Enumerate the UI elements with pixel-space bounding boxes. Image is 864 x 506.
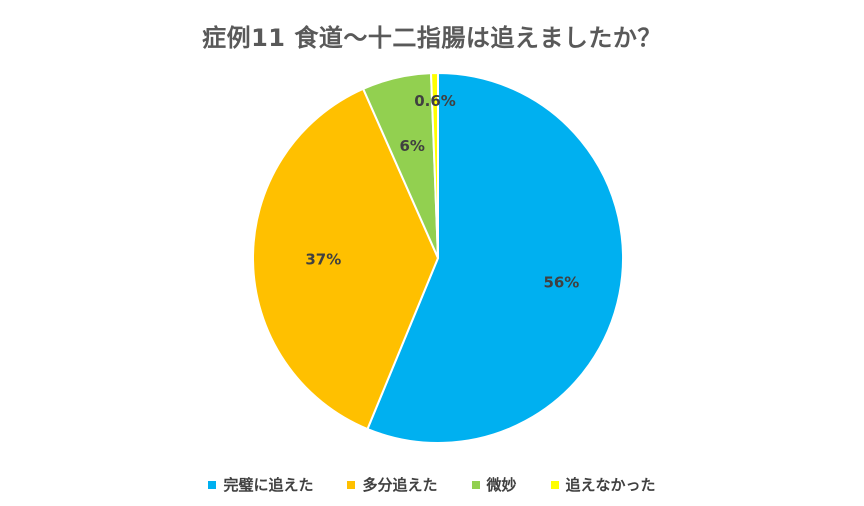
- legend-label-bimyou: 微妙: [486, 476, 517, 494]
- pie-slice-oenakatta: [429, 71, 439, 259]
- data-label-bimyou: 6%: [399, 137, 424, 155]
- data-label-kanpeki: 56%: [543, 273, 579, 291]
- pie-slice-kanpeki: [366, 71, 624, 444]
- data-label-tabun: 37%: [305, 250, 341, 268]
- legend-item-tabun: 多分追えた: [347, 474, 438, 495]
- legend-label-kanpeki: 完璧に追えた: [223, 476, 314, 494]
- legend: 完璧に追えた 多分追えた 微妙 追えなかった: [0, 474, 864, 495]
- chart-title: 症例11 食道〜十二指腸は追えましたか？: [202, 24, 662, 52]
- legend-label-oenakatta: 追えなかった: [565, 476, 656, 494]
- data-label-oenakatta: 0.6%: [414, 92, 456, 110]
- legend-swatch-oenakatta: [550, 480, 559, 489]
- legend-item-oenakatta: 追えなかった: [550, 474, 656, 495]
- pie-slice-tabun: [252, 87, 440, 431]
- legend-swatch-kanpeki: [208, 480, 217, 489]
- legend-swatch-tabun: [347, 480, 356, 489]
- legend-item-bimyou: 微妙: [471, 474, 517, 495]
- legend-swatch-bimyou: [471, 480, 480, 489]
- legend-item-kanpeki: 完璧に追えた: [208, 474, 313, 495]
- legend-label-tabun: 多分追えた: [362, 476, 438, 494]
